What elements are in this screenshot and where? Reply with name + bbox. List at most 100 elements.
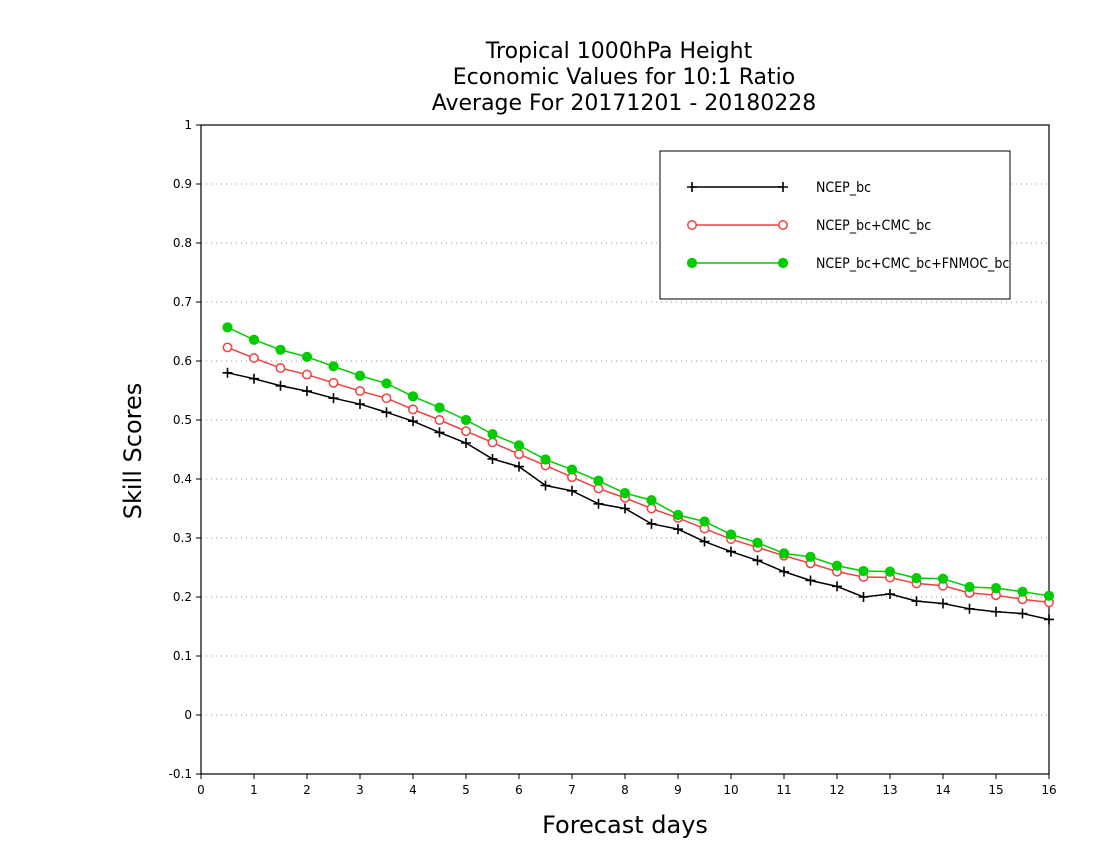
x-tick-label: 15 [988, 783, 1003, 797]
data-point [1043, 590, 1055, 601]
data-point [938, 598, 948, 609]
data-point [778, 548, 790, 559]
data-point [620, 503, 630, 514]
data-point [593, 475, 604, 486]
series-2 [222, 322, 1055, 601]
data-point [487, 429, 498, 440]
data-point [514, 461, 524, 472]
data-point [461, 426, 471, 437]
data-point [408, 416, 418, 427]
y-axis-label: Skill Scores [119, 383, 147, 520]
data-point [911, 573, 922, 584]
data-point [646, 503, 657, 514]
data-point [567, 485, 577, 496]
data-point [381, 378, 392, 389]
data-point [1017, 586, 1028, 597]
data-point [355, 399, 365, 410]
x-tick-label: 3 [356, 783, 364, 797]
y-axis-ticks: -0.1 0 0.1 0.2 0.3 0.4 0.5 0.6 0.7 0.8 0.9 1 [169, 118, 201, 781]
y-tick-label: 0.4 [173, 472, 192, 486]
data-point [248, 334, 260, 345]
y-tick-label: 0 [184, 708, 192, 722]
data-point [752, 555, 763, 566]
legend-swatch-marker [778, 182, 788, 192]
data-point [991, 606, 1001, 617]
data-point [249, 373, 259, 384]
x-tick-label: 14 [935, 783, 950, 797]
legend-item-2: NCEP_bc+CMC_bc+FNMOC_bc [686, 256, 1009, 272]
data-point [540, 480, 551, 491]
series-1 [222, 342, 1054, 608]
data-point [275, 344, 286, 355]
data-point [593, 498, 604, 509]
data-point [302, 369, 312, 380]
data-point [964, 581, 975, 593]
x-tick-label: 5 [462, 783, 470, 797]
data-point [566, 464, 578, 475]
legend-swatch-marker [777, 257, 789, 269]
data-point [964, 603, 975, 614]
x-tick-label: 6 [515, 783, 523, 797]
data-point [275, 380, 286, 391]
data-point [619, 488, 631, 499]
data-point [381, 407, 392, 418]
data-point [725, 529, 737, 540]
data-point [672, 509, 684, 521]
data-point [699, 516, 710, 527]
x-tick-label: 9 [674, 783, 682, 797]
y-tick-label: 0.1 [173, 649, 192, 663]
data-point [726, 546, 736, 557]
title-line-3: Average For 20171201 - 20180228 [432, 91, 817, 116]
data-point [328, 393, 339, 404]
legend-swatch-marker [686, 257, 698, 269]
data-point [699, 536, 710, 547]
data-point [513, 440, 525, 451]
data-point [275, 363, 286, 374]
data-point [222, 322, 233, 333]
title-line-2: Economic Values for 10:1 Ratio [453, 65, 795, 90]
legend-label: NCEP_bc+CMC_bc+FNMOC_bc [816, 256, 1009, 272]
x-tick-label: 8 [621, 783, 629, 797]
data-point [381, 393, 392, 404]
y-tick-label: 0.9 [173, 177, 192, 191]
data-point [434, 427, 445, 438]
x-tick-label: 1 [250, 783, 258, 797]
x-axis-ticks: 0 1 2 3 4 5 6 7 8 9 10 11 12 13 14 15 16 [197, 774, 1057, 797]
data-point [328, 377, 339, 388]
data-point [540, 454, 551, 465]
data-point [407, 391, 419, 402]
data-point [301, 351, 313, 362]
x-tick-label: 4 [409, 783, 417, 797]
series-line [227, 326, 1050, 597]
legend-item-0: NCEP_bc [687, 180, 871, 196]
y-tick-label: 0.2 [173, 590, 192, 604]
data-point [805, 575, 816, 586]
data-point [460, 414, 472, 426]
data-point [990, 583, 1002, 594]
data-point [249, 353, 259, 363]
legend-swatch-marker [687, 220, 697, 230]
data-point [646, 518, 657, 529]
data-point [858, 565, 869, 577]
y-tick-label: 0.7 [173, 295, 192, 309]
data-point [434, 402, 445, 413]
data-point [646, 495, 657, 506]
data-point [355, 386, 365, 397]
data-point [222, 367, 233, 378]
x-tick-label: 2 [303, 783, 311, 797]
series-0 [222, 367, 1054, 625]
data-point [514, 449, 524, 460]
series-group [222, 322, 1055, 625]
x-tick-label: 0 [197, 783, 205, 797]
data-point [408, 404, 418, 415]
y-tick-label: 0.8 [173, 236, 192, 250]
data-point [937, 573, 949, 584]
data-point [328, 361, 339, 372]
data-point [461, 438, 471, 449]
chart-title: Tropical 1000hPa Height Economic Values … [432, 39, 817, 116]
y-tick-label: -0.1 [169, 767, 192, 781]
legend-item-1: NCEP_bc+CMC_bc [687, 218, 931, 234]
series-line [227, 346, 1050, 604]
title-line-1: Tropical 1000hPa Height [485, 39, 753, 64]
